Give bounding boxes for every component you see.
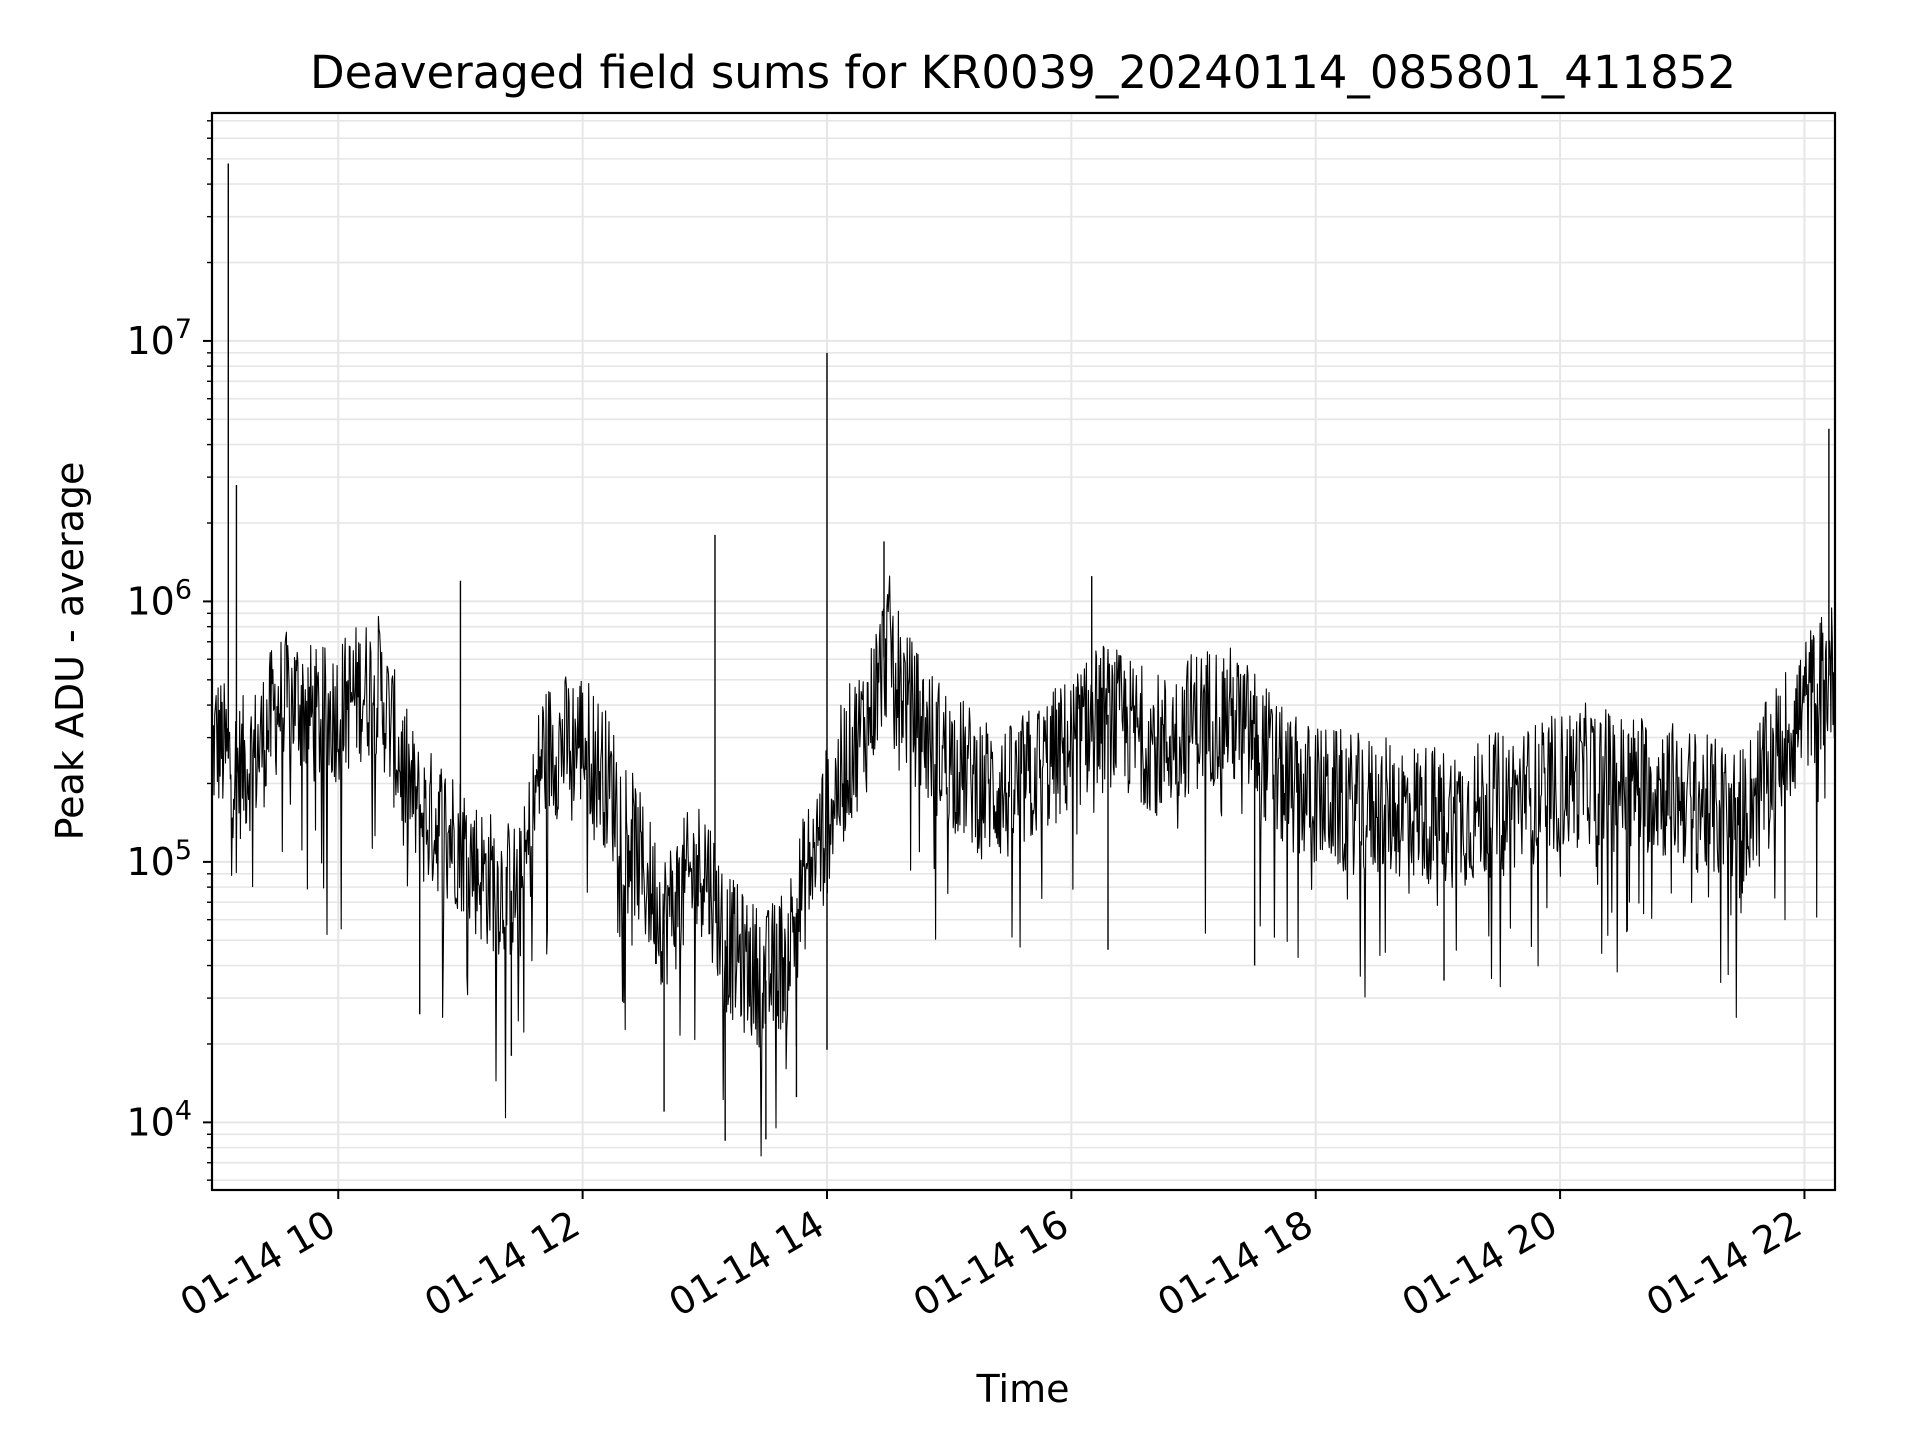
chart-title: Deaveraged field sums for KR0039_2024011… (310, 46, 1736, 99)
y-tick-label: 106 (126, 574, 192, 623)
grid (212, 113, 1835, 1190)
series-line (211, 575, 1836, 1157)
y-axis-label: Peak ADU - average (48, 462, 92, 841)
y-tick-labels: 104 105 106 107 (126, 314, 192, 1144)
y-tick-label: 104 (126, 1095, 192, 1144)
y-tick-label: 107 (126, 314, 192, 363)
x-axis-label: Time (976, 1367, 1070, 1411)
plot-frame (210, 111, 1837, 1192)
plot-series (211, 163, 1836, 1157)
y-tick-label: 105 (126, 835, 192, 884)
axis-ticks (203, 120, 1806, 1199)
